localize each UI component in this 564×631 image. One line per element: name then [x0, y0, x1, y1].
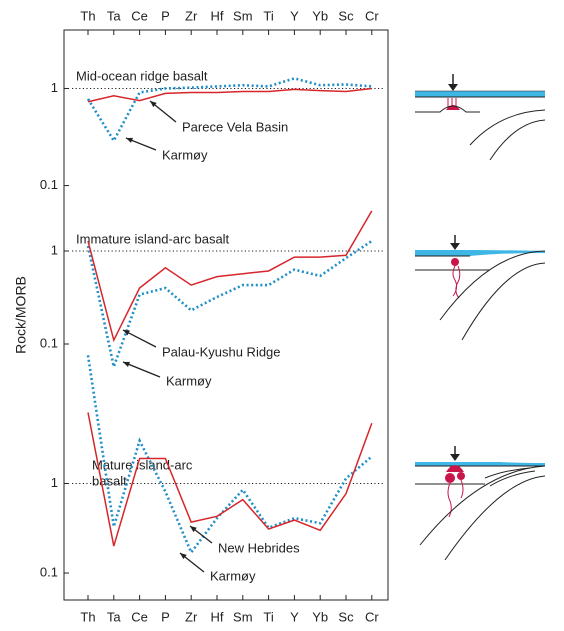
arrow-head — [123, 330, 130, 336]
x-tick-label-bottom: Hf — [211, 609, 224, 624]
x-tick-label-top: Ce — [131, 8, 148, 23]
x-tick-label-top: Yb — [312, 8, 328, 23]
x-tick-label-top: Sc — [338, 8, 354, 23]
series-label: Palau-Kyushu Ridge — [162, 344, 281, 359]
x-tick-label-bottom: Th — [80, 609, 95, 624]
x-tick-label-top: P — [161, 8, 170, 23]
arrow-head — [190, 526, 197, 533]
panel-title: Mature island-arc — [92, 457, 193, 472]
frame — [63, 29, 389, 601]
y-tick-label: 0.1 — [40, 335, 58, 350]
x-tick-label-bottom: Sm — [233, 609, 253, 624]
x-tick-label-bottom: P — [161, 609, 170, 624]
series-line — [86, 355, 373, 555]
x-tick-label-bottom: Y — [290, 609, 299, 624]
x-tick-label-top: Y — [290, 8, 299, 23]
x-tick-label-bottom: Cr — [365, 609, 379, 624]
series-line — [87, 210, 373, 343]
panel-title: Immature island-arc basalt — [76, 231, 230, 246]
schematic-mature-arc — [415, 446, 546, 561]
panel: 1 0.1 Immature island-arc basalt Palau-Kyus… — [40, 210, 384, 388]
y-tick-label: 0.1 — [40, 177, 58, 192]
x-tick-label-top: Sm — [233, 8, 253, 23]
schematic-immature-arc — [415, 235, 546, 341]
panel-title: basalt — [92, 473, 127, 488]
series-line — [87, 412, 373, 547]
y-axis-label: Rock/MORB — [13, 276, 29, 354]
x-tick-label-top: Cr — [365, 8, 379, 23]
x-tick-label-bottom: Zr — [185, 609, 198, 624]
series-label: New Hebrides — [218, 540, 300, 555]
series-line — [87, 87, 372, 103]
arrow-head — [126, 137, 133, 143]
y-tick-label: 1 — [51, 242, 58, 257]
x-tick-label-top: Zr — [185, 8, 198, 23]
series-label: Parece Vela Basin — [182, 119, 288, 134]
series-label: Karmøy — [162, 147, 208, 162]
panel-title: Mid-ocean ridge basalt — [76, 68, 208, 83]
x-tick-label-bottom: Sc — [338, 609, 354, 624]
series-line — [86, 239, 373, 372]
x-tick-label-bottom: Ta — [107, 609, 122, 624]
series-label: Karmøy — [166, 373, 212, 388]
x-tick-label-bottom: Ti — [263, 609, 273, 624]
y-tick-label: 0.1 — [40, 564, 58, 579]
schematic-mor — [415, 74, 546, 161]
y-tick-label: 1 — [51, 475, 58, 490]
arrow-head — [150, 101, 157, 108]
panel: 1 0.1 Mid-ocean ridge basalt Parece Vela Ba… — [40, 68, 384, 192]
x-tick-label-top: Ta — [107, 8, 122, 23]
series-label: Karmøy — [210, 568, 256, 583]
series-line — [86, 77, 372, 144]
x-tick-label-bottom: Ce — [131, 609, 148, 624]
x-tick-label-top: Th — [80, 8, 95, 23]
x-tick-label-top: Hf — [211, 8, 224, 23]
arrow-head — [123, 361, 130, 367]
x-tick-label-bottom: Yb — [312, 609, 328, 624]
y-tick-label: 1 — [51, 80, 58, 95]
arrow-head — [180, 553, 187, 560]
label-arrow — [122, 361, 161, 378]
x-tick-label-top: Ti — [263, 8, 273, 23]
